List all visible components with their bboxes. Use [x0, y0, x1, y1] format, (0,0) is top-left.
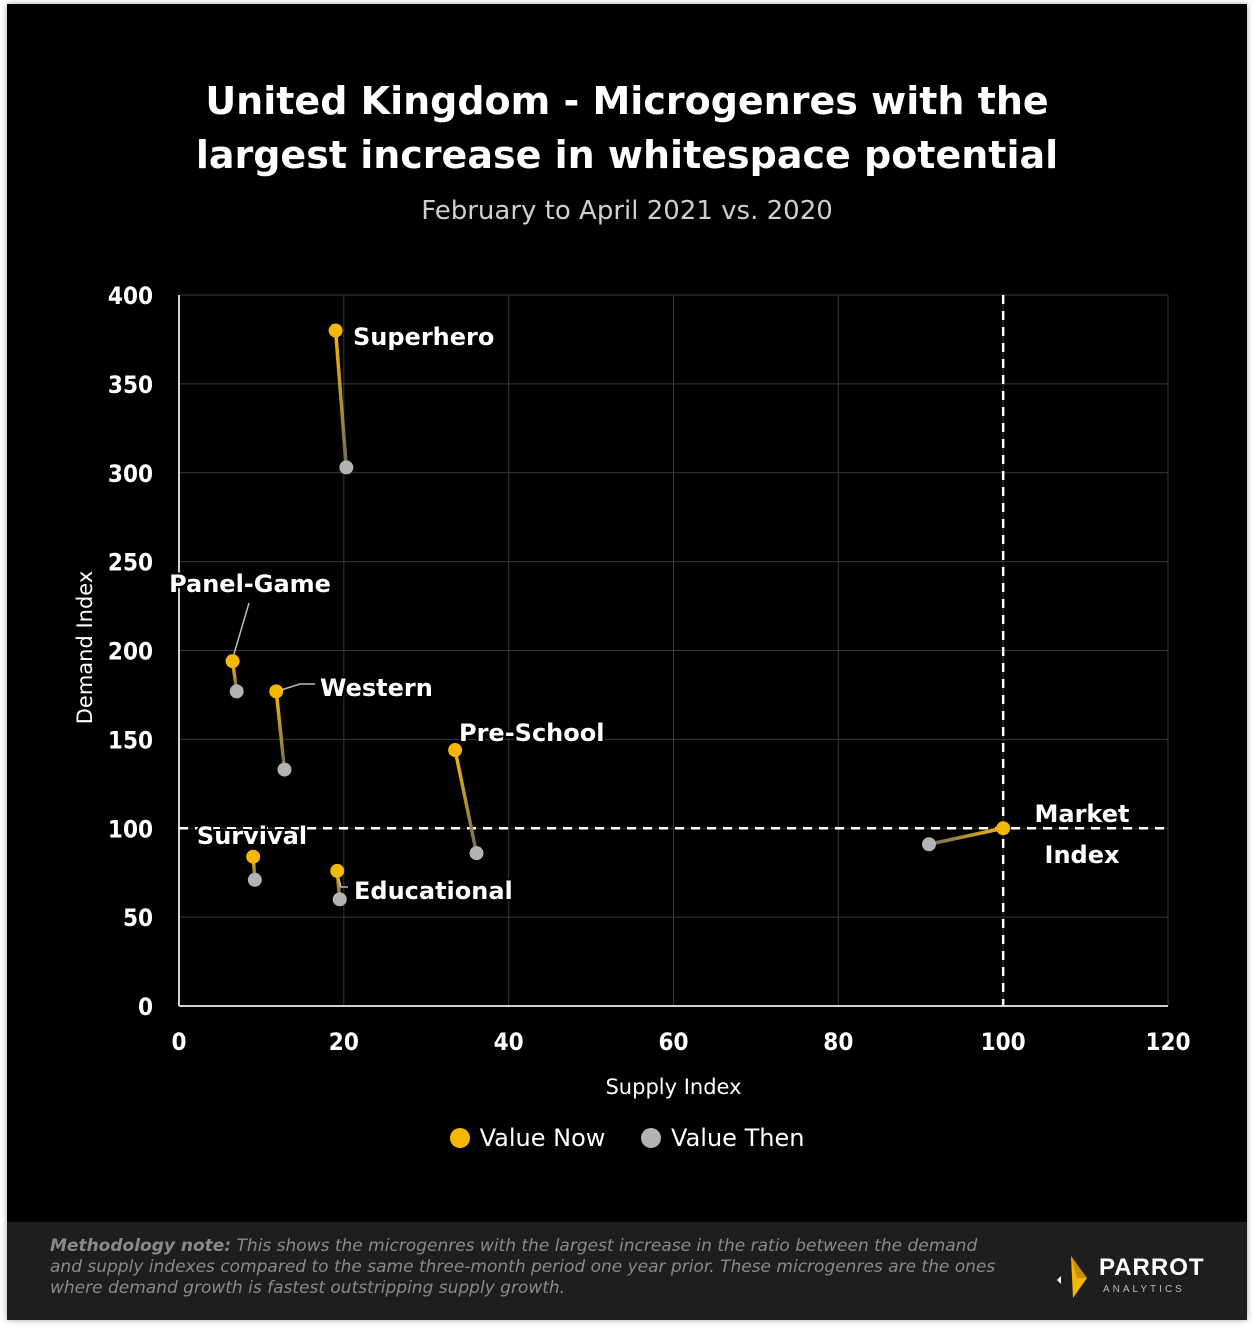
parrot-logo-icon — [1057, 1256, 1087, 1298]
point-now-market-index — [996, 821, 1011, 836]
methodology-label: Methodology note: — [50, 1236, 232, 1256]
leader-line-educational — [338, 878, 348, 888]
point-label-western: Western — [320, 674, 433, 702]
point-then-pre-school — [469, 846, 484, 861]
point-then-survival — [247, 872, 262, 887]
methodology-note: Methodology note: This shows the microge… — [50, 1236, 1000, 1299]
point-then-educational — [332, 892, 347, 907]
legend-label-then: Value Then — [671, 1124, 805, 1152]
x-tick-label-20: 20 — [329, 1028, 359, 1056]
chart-card — [7, 4, 1247, 1320]
chart-subtitle: February to April 2021 vs. 2020 — [421, 196, 833, 226]
y-tick-label-350: 350 — [108, 371, 153, 399]
y-tick-label-50: 50 — [123, 904, 153, 932]
parrot-analytics-logo: PARROT ANALYTICS — [1047, 1244, 1227, 1304]
connector-western — [274, 691, 287, 770]
legend-label-now: Value Now — [479, 1124, 606, 1152]
point-label-market-index-line-1: Market — [1035, 800, 1130, 828]
leader-line-panel-game — [233, 602, 250, 655]
chart-title-line-1: United Kingdom - Microgenres with the — [205, 79, 1049, 123]
logo-sub: ANALYTICS — [1103, 1284, 1185, 1295]
x-axis-title: Supply Index — [605, 1075, 741, 1099]
x-tick-label-0: 0 — [171, 1028, 186, 1056]
y-axis-title: Demand Index — [73, 571, 97, 725]
x-tick-label-80: 80 — [823, 1028, 853, 1056]
legend: Value Now Value Then — [0, 1124, 1254, 1154]
y-tick-label-300: 300 — [108, 460, 153, 488]
connector-market-index — [928, 826, 1004, 846]
logo-name: PARROT — [1099, 1254, 1205, 1281]
point-now-survival — [246, 849, 261, 864]
point-now-superhero — [328, 323, 343, 338]
connector-pre-school — [453, 749, 479, 854]
point-now-pre-school — [448, 743, 463, 758]
point-then-panel-game — [229, 684, 244, 699]
point-then-market-index — [921, 837, 936, 852]
point-label-superhero: Superhero — [353, 323, 494, 351]
methodology-text: This shows the microgenres with the larg… — [50, 1236, 996, 1298]
x-tick-label-100: 100 — [981, 1028, 1026, 1056]
point-then-superhero — [339, 460, 354, 475]
x-tick-label-40: 40 — [494, 1028, 524, 1056]
footer: Methodology note: This shows the microge… — [7, 1222, 1247, 1320]
point-now-panel-game — [225, 654, 240, 669]
point-now-western — [269, 684, 284, 699]
point-now-educational — [330, 863, 345, 878]
chart-title: United Kingdom - Microgenres with the la… — [0, 74, 1254, 182]
y-tick-label-400: 400 — [108, 282, 153, 310]
x-tick-label-120: 120 — [1145, 1028, 1190, 1056]
x-tick-label-60: 60 — [658, 1028, 688, 1056]
legend-item-then: Value Then — [641, 1124, 804, 1152]
point-label-market-index-line-2: Index — [1045, 841, 1120, 869]
connector-superhero — [333, 330, 349, 468]
y-tick-label-0: 0 — [138, 993, 153, 1021]
leader-line-western — [280, 683, 315, 691]
y-tick-label-150: 150 — [108, 726, 153, 754]
legend-swatch-then — [641, 1128, 662, 1148]
chart-title-line-2: largest increase in whitespace potential — [195, 133, 1059, 177]
legend-swatch-now — [449, 1128, 470, 1148]
legend-item-now: Value Now — [449, 1124, 606, 1152]
y-tick-label-100: 100 — [108, 815, 153, 843]
point-then-western — [277, 762, 292, 777]
y-tick-label-250: 250 — [108, 549, 153, 577]
point-label-educational: Educational — [354, 877, 513, 905]
point-label-pre-school: Pre-School — [459, 719, 604, 747]
point-label-survival: Survival — [197, 822, 307, 850]
y-tick-label-200: 200 — [108, 638, 153, 666]
point-label-panel-game: Panel-Game — [169, 570, 331, 598]
